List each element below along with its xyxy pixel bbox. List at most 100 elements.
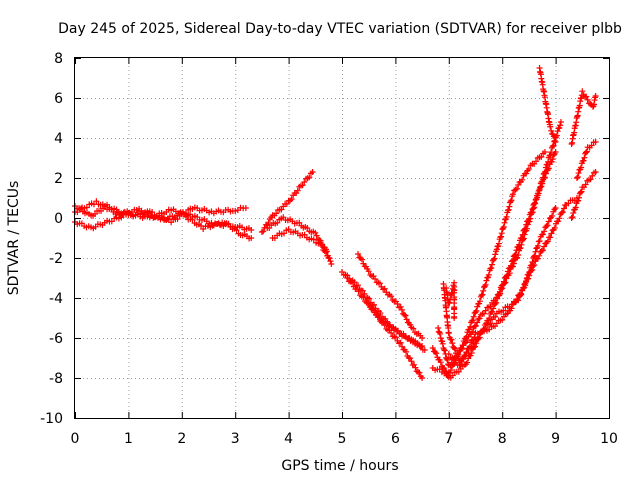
data-point [522, 279, 529, 286]
data-point [540, 231, 547, 238]
series-track-t [443, 279, 458, 321]
data-point [421, 347, 428, 353]
data-point [470, 313, 477, 320]
data-point [549, 212, 556, 219]
data-point [455, 351, 462, 358]
data-point [327, 258, 334, 265]
data-marks [72, 65, 599, 381]
data-point [504, 268, 511, 275]
data-point [472, 309, 479, 316]
data-point [452, 346, 459, 353]
data-point [523, 274, 530, 281]
data-point [416, 369, 423, 376]
data-point [488, 265, 495, 272]
data-point [459, 342, 466, 349]
data-point [417, 343, 424, 350]
data-point [93, 198, 100, 205]
data-point [248, 227, 255, 233]
x-tick-label: 4 [284, 431, 293, 447]
data-point [273, 210, 280, 217]
x-tick-label: 10 [600, 431, 618, 447]
data-point [499, 316, 506, 323]
data-point [533, 196, 540, 203]
data-point [541, 174, 548, 181]
data-point [397, 303, 404, 310]
data-point [542, 170, 549, 177]
data-point [225, 220, 232, 227]
series-track-i [355, 251, 426, 341]
data-point [403, 316, 410, 323]
data-point [556, 124, 563, 131]
data-point [451, 315, 458, 321]
data-point [528, 209, 535, 216]
data-point [468, 317, 475, 324]
data-point [492, 297, 499, 304]
data-point [519, 176, 526, 183]
data-point [470, 344, 477, 351]
data-point [538, 247, 545, 254]
data-point [316, 237, 323, 244]
data-point [310, 236, 317, 243]
data-point [466, 343, 473, 350]
data-point [419, 375, 426, 381]
data-point [534, 255, 541, 262]
data-point [575, 197, 582, 204]
y-axis-label: SDTVAR / TECUs [6, 181, 22, 296]
data-point [503, 272, 510, 279]
data-point [446, 369, 453, 376]
data-point [500, 278, 507, 285]
data-point [513, 247, 520, 254]
data-point [546, 152, 553, 159]
x-tick-label: 9 [551, 431, 560, 447]
data-point [463, 333, 470, 340]
data-point [301, 179, 308, 186]
data-point [473, 307, 480, 314]
y-tick-label: 4 [54, 131, 63, 147]
data-point [317, 239, 324, 246]
data-point [587, 176, 594, 183]
data-point [568, 215, 575, 221]
data-point [457, 361, 464, 368]
data-point [408, 358, 415, 365]
x-tick-label: 2 [177, 431, 186, 447]
data-point [445, 351, 452, 357]
data-point [558, 209, 565, 216]
data-point [304, 225, 311, 232]
data-point [461, 353, 468, 360]
data-point [475, 335, 482, 342]
data-point [469, 317, 476, 324]
data-point [487, 320, 494, 327]
y-tick-label: -4 [49, 291, 63, 307]
data-point [523, 221, 530, 228]
data-point [432, 348, 439, 355]
data-point [410, 325, 417, 332]
data-point [489, 261, 496, 268]
data-point [309, 169, 316, 175]
data-point [474, 303, 481, 310]
data-point [551, 224, 558, 231]
series-track-r [573, 139, 599, 181]
data-point [359, 256, 366, 263]
data-point [501, 219, 508, 226]
data-point [544, 222, 551, 229]
y-tick-label: -6 [49, 331, 63, 347]
data-point [509, 257, 516, 264]
data-point [513, 185, 520, 192]
series-track-p [536, 65, 559, 145]
data-point [526, 269, 533, 276]
data-point [493, 294, 500, 301]
data-point [552, 149, 559, 155]
data-point [344, 275, 351, 281]
data-point [233, 227, 240, 234]
data-point [483, 277, 490, 284]
data-point [503, 213, 510, 220]
data-point [528, 262, 535, 269]
data-point [401, 311, 408, 318]
data-point [545, 165, 552, 172]
data-point [419, 335, 426, 341]
data-point [328, 261, 335, 267]
data-point [541, 149, 548, 155]
data-point [560, 205, 567, 212]
data-point [518, 234, 525, 241]
grid [75, 58, 609, 418]
